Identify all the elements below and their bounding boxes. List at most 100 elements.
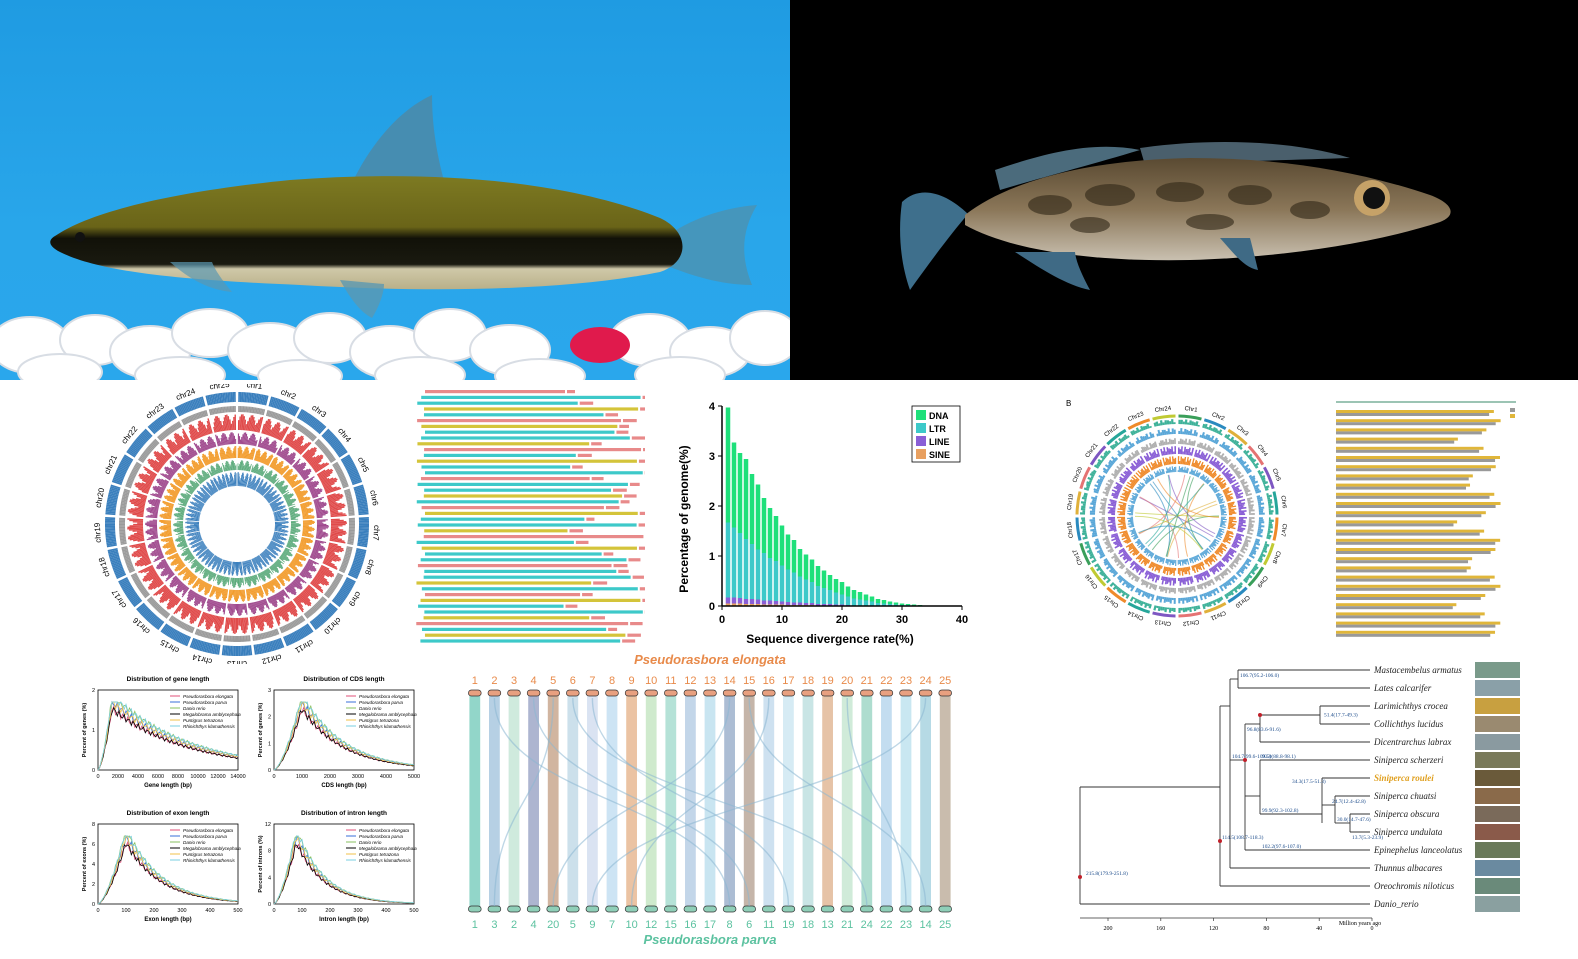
circos-right-track-segment bbox=[1160, 606, 1163, 611]
circos-left-track-segment bbox=[154, 450, 167, 463]
circos-left-track-segment bbox=[302, 528, 314, 531]
circos-left-track-segment bbox=[158, 435, 164, 441]
circos-left-track-segment bbox=[185, 529, 200, 532]
circos-left-track-segment bbox=[185, 475, 189, 480]
circos-left-track-segment bbox=[165, 539, 174, 543]
circos-left-track-segment bbox=[198, 490, 209, 500]
circos-left-track-segment bbox=[140, 588, 147, 594]
gene-structure-bar bbox=[416, 581, 592, 585]
circos-right-track-segment bbox=[1178, 567, 1181, 576]
circos-left-track-segment bbox=[260, 572, 266, 582]
te-bar-dna bbox=[743, 459, 749, 539]
circos-left-track-segment bbox=[193, 594, 200, 604]
circos-left-track-segment bbox=[184, 624, 189, 631]
circos-left-track-segment bbox=[162, 565, 170, 571]
circos-left-track-segment bbox=[184, 554, 193, 561]
circos-left-track-segment bbox=[216, 616, 221, 633]
circos-left-track-segment bbox=[176, 522, 184, 524]
circos-left-track-segment bbox=[120, 539, 127, 542]
circos-right-track-segment bbox=[1200, 464, 1204, 471]
circos-right-track-segment bbox=[1168, 587, 1171, 594]
circos-left-track-segment bbox=[233, 635, 236, 642]
circos-left-track-segment bbox=[162, 431, 168, 437]
circos-left-track-segment bbox=[242, 406, 245, 413]
circos-left-track-segment bbox=[224, 576, 227, 587]
circos-left-track-segment bbox=[220, 406, 223, 414]
circos-right-track-segment bbox=[1220, 520, 1227, 523]
circos-right-track-segment bbox=[1161, 557, 1164, 562]
circos-left-track-segment bbox=[238, 561, 240, 570]
circos-left-track-segment bbox=[257, 633, 261, 640]
circos-left-track-segment bbox=[315, 602, 322, 608]
circos-left-track-segment bbox=[273, 534, 284, 538]
circos-left-track-segment bbox=[345, 495, 352, 499]
circos-right-track-segment bbox=[1138, 429, 1142, 432]
circos-left-track-segment bbox=[143, 466, 158, 476]
circos-left-track-segment bbox=[184, 493, 191, 498]
circos-left-track-segment bbox=[243, 432, 247, 445]
gene-structure-bar bbox=[424, 471, 643, 475]
circos-left-track-segment bbox=[174, 482, 183, 489]
gene-structure-feature bbox=[642, 395, 656, 399]
circos-right-track-segment bbox=[1161, 471, 1164, 475]
circos-left-track-segment bbox=[264, 493, 270, 499]
circos-left-track-segment bbox=[261, 553, 268, 561]
circos-left-track-segment bbox=[319, 598, 326, 604]
circos-left-track-segment bbox=[234, 617, 236, 634]
circos-left-track-segment bbox=[278, 592, 285, 603]
circos-left-track-segment bbox=[168, 506, 174, 509]
circos-right-track-segment bbox=[1264, 543, 1270, 547]
circos-right-track-segment bbox=[1162, 450, 1165, 456]
circos-left-track-segment bbox=[168, 597, 180, 610]
circos-left-track-segment bbox=[277, 592, 285, 604]
circos-left-track-segment bbox=[237, 577, 238, 584]
circos-right-track-segment bbox=[1190, 557, 1193, 562]
length-x-tick-label: 0 bbox=[96, 774, 99, 780]
circos-right-track-segment bbox=[1110, 508, 1116, 511]
gene-structure-feature bbox=[593, 581, 608, 585]
circos-right-track-segment bbox=[1163, 566, 1167, 574]
circos-left-track-segment bbox=[288, 601, 298, 616]
circos-left-track-segment bbox=[329, 602, 338, 611]
circos-right-track-segment bbox=[1223, 444, 1229, 450]
circos-left-track-segment bbox=[208, 453, 213, 463]
circos-left-track-segment bbox=[302, 532, 312, 535]
circos-left-track-segment bbox=[282, 552, 287, 557]
circos-left-track-segment bbox=[302, 590, 309, 598]
circos-right-track-segment bbox=[1100, 572, 1106, 577]
circos-right-track-segment bbox=[1110, 534, 1119, 538]
circos-left-track-segment bbox=[356, 495, 367, 500]
circos-right-track-segment bbox=[1190, 470, 1194, 475]
circos-left-track-segment bbox=[288, 507, 294, 510]
chrom-bar-scaffold bbox=[1336, 621, 1501, 625]
circos-left-track-segment bbox=[224, 434, 227, 445]
chrom-bar-scaffold bbox=[1336, 474, 1473, 478]
circos-left-track-segment bbox=[189, 575, 197, 586]
circos-left-track-segment bbox=[213, 477, 221, 491]
circos-right-track-segment bbox=[1193, 429, 1197, 437]
circos-right-track-segment bbox=[1244, 489, 1251, 494]
circos-left-track-segment bbox=[211, 572, 215, 580]
circos-left-track-segment bbox=[345, 494, 352, 498]
circos-left-track-segment bbox=[196, 494, 207, 503]
circos-left-track-segment bbox=[152, 493, 162, 498]
circos-left-track-segment bbox=[271, 458, 279, 469]
circos-right-track-segment bbox=[1221, 467, 1229, 474]
circos-left-track-segment bbox=[268, 612, 274, 625]
circos-right-track-segment bbox=[1207, 580, 1212, 586]
circos-left-track-segment bbox=[177, 542, 187, 547]
circos-left-track-segment bbox=[315, 508, 323, 512]
circos-left-track-segment bbox=[231, 577, 233, 584]
circos-left-track-segment bbox=[274, 527, 282, 529]
circos-left-track-segment bbox=[274, 629, 278, 636]
circos-left-track-segment bbox=[207, 473, 210, 478]
circos-left-track-segment bbox=[328, 501, 336, 505]
circos-right-track-segment bbox=[1222, 488, 1229, 493]
circos-left-track-segment bbox=[162, 543, 175, 549]
circos-right-track-segment bbox=[1167, 597, 1171, 602]
circos-left-track-segment bbox=[288, 564, 298, 573]
circos-left-track-segment bbox=[185, 464, 195, 475]
circos-right-track-segment bbox=[1137, 541, 1142, 545]
circos-left-track-segment bbox=[137, 522, 144, 524]
circos-left-track-segment bbox=[358, 533, 369, 536]
